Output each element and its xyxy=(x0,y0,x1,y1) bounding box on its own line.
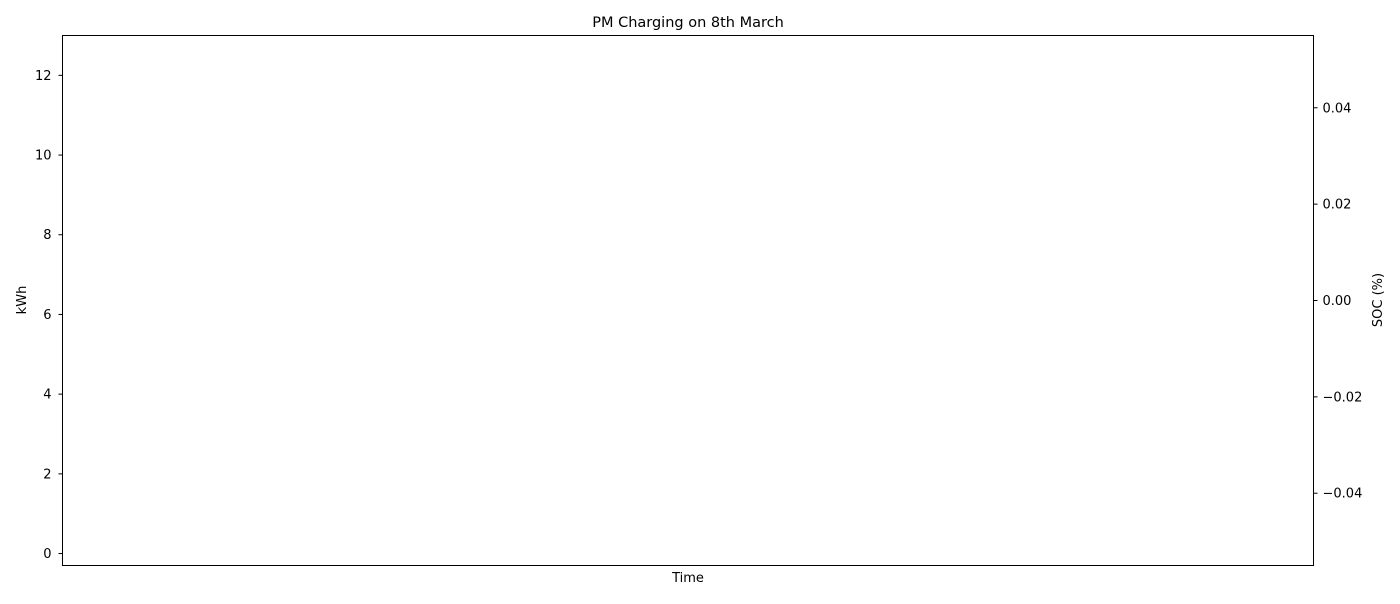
left-y-tick-label: 10 xyxy=(35,149,52,164)
right-y-tick-label: 0.04 xyxy=(1323,101,1352,116)
y-axis-label-left: kWh xyxy=(15,286,30,315)
right-y-axis: −0.04 −0.02 0.00 0.02 0.04 xyxy=(1313,101,1363,502)
right-y-tick-label: 0.02 xyxy=(1323,198,1352,213)
right-y-tick-label: 0.00 xyxy=(1323,294,1352,309)
right-y-tick-label: −0.04 xyxy=(1323,487,1363,502)
y-axis-label-right: SOC (%) xyxy=(1371,273,1386,327)
chart-title: PM Charging on 8th March xyxy=(592,15,784,31)
x-axis-label: Time xyxy=(671,571,704,586)
left-y-tick-label: 4 xyxy=(43,388,51,403)
left-y-tick-label: 0 xyxy=(43,547,51,562)
left-y-tick-label: 8 xyxy=(43,228,51,243)
left-y-tick-label: 12 xyxy=(35,69,52,84)
left-y-axis: 0 2 4 6 8 10 12 xyxy=(35,69,63,562)
left-y-tick-label: 2 xyxy=(43,467,51,482)
right-y-tick-label: −0.02 xyxy=(1323,390,1363,405)
left-y-tick-label: 6 xyxy=(43,308,51,323)
